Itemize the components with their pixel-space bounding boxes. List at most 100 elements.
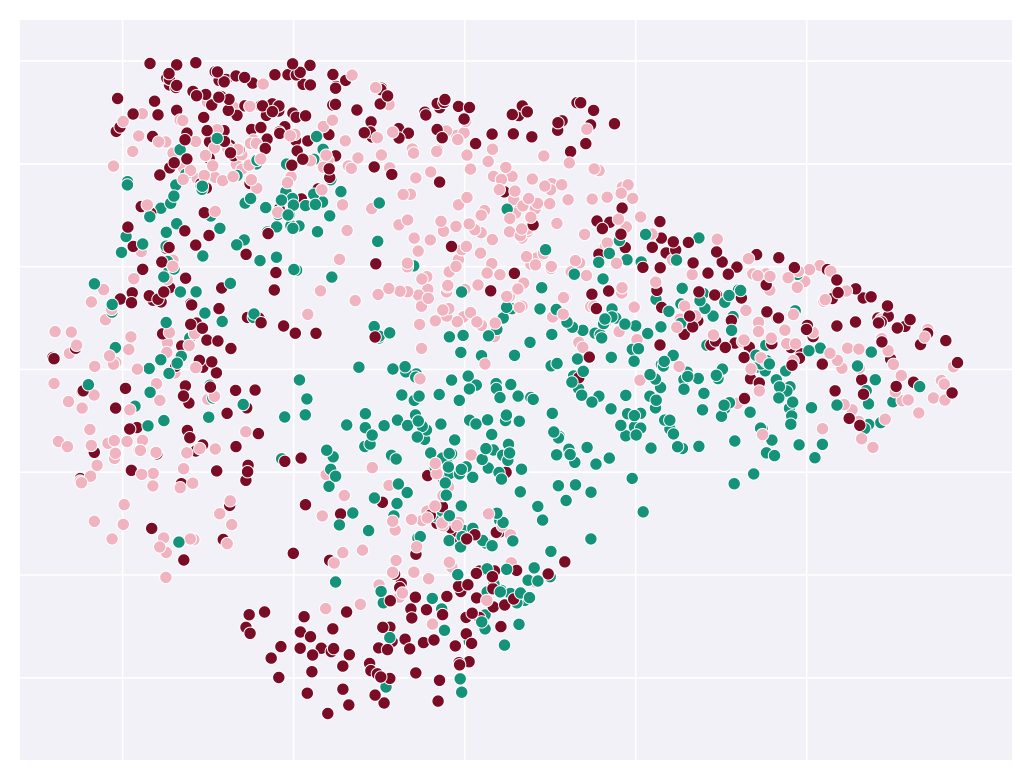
point-dark-red (110, 91, 125, 106)
point-pink (917, 330, 932, 344)
point-teal (159, 225, 174, 240)
point-pink (107, 433, 122, 448)
point-dark-red (409, 666, 423, 680)
point-dark-red (506, 127, 520, 141)
point-pink (404, 512, 419, 527)
point-teal (442, 509, 457, 523)
point-pink (176, 462, 191, 476)
point-dark-red (297, 610, 311, 624)
point-pink (778, 323, 792, 337)
point-dark-red (848, 315, 863, 329)
point-dark-red (614, 227, 628, 241)
point-dark-red (842, 411, 856, 426)
point-pink (374, 148, 389, 162)
point-dark-red (585, 287, 599, 301)
point-dark-red (452, 658, 467, 672)
point-teal (580, 440, 594, 455)
point-pink (615, 281, 629, 295)
point-dark-red (419, 108, 433, 122)
point-dark-red (507, 266, 522, 280)
point-teal (281, 208, 295, 222)
point-pink (74, 476, 89, 490)
point-teal (535, 281, 549, 295)
point-dark-red (203, 380, 218, 394)
point-pink (781, 271, 795, 285)
point-pink (84, 295, 99, 309)
point-dark-red (321, 706, 335, 721)
point-dark-red (124, 296, 139, 310)
point-dark-red (240, 465, 255, 479)
point-teal (538, 243, 553, 257)
point-teal (154, 353, 168, 367)
point-teal (141, 419, 155, 433)
point-dark-red (435, 607, 450, 622)
point-teal (400, 485, 414, 500)
point-teal (412, 389, 426, 403)
point-teal (677, 382, 691, 396)
point-dark-red (269, 265, 283, 280)
point-dark-red (305, 648, 320, 662)
point-pink (116, 114, 130, 129)
point-pink (633, 210, 648, 224)
point-teal (666, 427, 681, 441)
point-pink (182, 338, 196, 353)
point-pink (149, 445, 163, 460)
point-dark-red (435, 131, 449, 145)
point-teal (743, 405, 757, 419)
point-dark-red (210, 464, 224, 478)
point-teal (675, 281, 689, 295)
point-teal (864, 345, 878, 359)
point-pink (737, 333, 751, 347)
point-teal (332, 518, 347, 532)
point-teal (638, 227, 653, 242)
point-teal (442, 446, 456, 461)
point-dark-red (211, 334, 225, 348)
point-dark-red (285, 158, 299, 172)
point-pink (319, 601, 333, 616)
point-pink (382, 281, 396, 296)
point-dark-red (118, 381, 133, 396)
point-dark-red (785, 358, 799, 372)
point-teal (724, 323, 739, 337)
point-pink (422, 572, 436, 586)
point-dark-red (162, 66, 176, 81)
point-teal (649, 393, 663, 407)
point-pink (450, 518, 464, 533)
point-pink (319, 148, 333, 162)
point-teal (533, 302, 547, 316)
point-pink (493, 268, 507, 282)
point-teal (527, 561, 541, 575)
point-pink (544, 259, 558, 274)
point-teal (545, 406, 559, 420)
point-pink (83, 469, 98, 483)
point-dark-red (217, 75, 231, 89)
point-pink (126, 144, 140, 159)
point-dark-red (339, 605, 354, 619)
point-teal (804, 401, 819, 415)
point-dark-red (853, 418, 867, 432)
point-pink (411, 244, 425, 258)
point-pink (649, 275, 663, 289)
point-teal (663, 413, 677, 427)
point-dark-red (737, 391, 752, 406)
point-teal (493, 390, 507, 405)
point-pink (315, 509, 329, 523)
point-teal (592, 255, 606, 269)
point-pink (105, 532, 119, 546)
point-teal (500, 562, 514, 576)
point-dark-red (889, 379, 903, 394)
point-teal (850, 359, 865, 373)
point-dark-red (336, 659, 350, 673)
point-pink (64, 325, 79, 339)
point-dark-red (432, 673, 447, 687)
point-teal (198, 306, 212, 320)
point-pink (254, 152, 268, 166)
point-pink (912, 406, 926, 420)
point-pink (344, 161, 358, 176)
point-teal (545, 327, 559, 342)
point-pink (894, 368, 908, 383)
point-dark-red (939, 333, 953, 348)
point-teal (215, 314, 229, 329)
point-dark-red (376, 620, 390, 634)
point-pink (543, 197, 557, 211)
